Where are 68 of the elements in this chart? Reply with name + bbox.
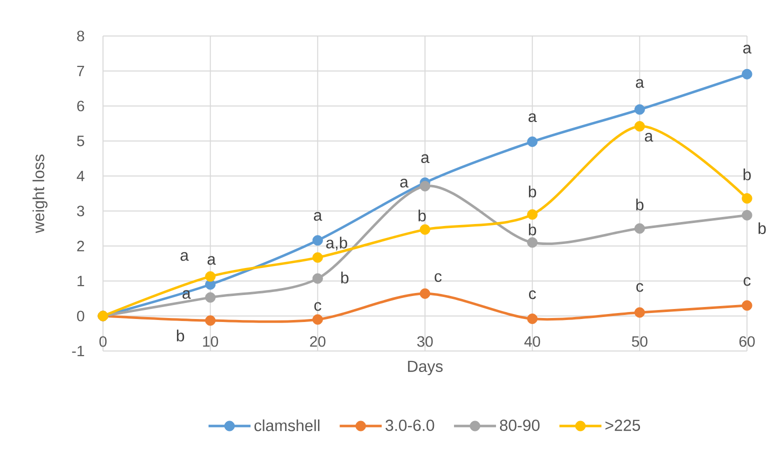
annotation: b — [528, 224, 536, 236]
legend-label: 80-90 — [500, 420, 540, 431]
point — [312, 252, 323, 263]
y-tick-label: 4 — [76, 170, 84, 182]
annotation: c — [314, 302, 322, 311]
annotation: b — [744, 168, 751, 180]
annotation: a — [421, 154, 430, 164]
point — [527, 136, 538, 147]
point — [527, 314, 538, 324]
point — [205, 292, 216, 303]
point — [634, 121, 645, 132]
point — [527, 209, 538, 220]
annotation: b — [636, 198, 644, 210]
point — [527, 237, 538, 248]
annotation: a — [636, 79, 644, 88]
annotation: a,b — [326, 236, 348, 250]
annotation: a — [208, 256, 216, 265]
y-tick-label: 1 — [78, 276, 84, 286]
y-tick-label: 8 — [77, 30, 84, 42]
y-tick-label: 3 — [77, 206, 84, 216]
annotation: b — [341, 272, 348, 284]
x-tick-label: 30 — [417, 336, 433, 347]
x-tick-label: 40 — [524, 336, 540, 347]
annotation: a — [528, 113, 537, 122]
y-tick-label: 6 — [77, 100, 84, 112]
annotation: b — [418, 210, 426, 222]
annotation: c — [434, 273, 442, 282]
legend-label: clamshell — [254, 419, 320, 432]
y-tick-label: -1 — [72, 346, 84, 356]
annotation: a — [180, 252, 189, 261]
point — [312, 235, 323, 246]
annotation: a — [400, 178, 408, 188]
y-tick-label: 5 — [77, 136, 84, 146]
point — [742, 300, 752, 311]
point — [312, 273, 323, 284]
annotation: a — [743, 44, 752, 54]
annotation: a — [314, 212, 322, 221]
x-tick-label: 20 — [310, 336, 326, 347]
x-tick-label: 0 — [99, 336, 107, 347]
point — [312, 314, 323, 325]
x-axis-title: Days — [408, 360, 443, 376]
x-tick-label: 10 — [203, 336, 218, 347]
x-tick-label: 50 — [632, 336, 648, 347]
point — [205, 315, 216, 326]
point — [634, 104, 645, 115]
y-tick-label: 0 — [77, 310, 84, 322]
annotation: c — [529, 290, 536, 300]
y-axis-title: weight loss — [32, 154, 48, 234]
point — [420, 288, 430, 299]
annotation: b — [758, 222, 766, 234]
point — [742, 68, 752, 80]
annotation: a — [644, 132, 654, 142]
point — [742, 210, 752, 220]
point — [205, 271, 216, 282]
point — [420, 180, 430, 192]
annotation: b — [528, 186, 536, 198]
annotation: c — [744, 277, 751, 286]
annotation: b — [176, 330, 184, 342]
legend-label: >225 — [605, 420, 640, 431]
annotation: c — [636, 283, 644, 292]
point — [634, 223, 645, 234]
y-tick-label: 7 — [77, 66, 84, 76]
point — [634, 307, 645, 318]
y-tick-label: 2 — [77, 240, 84, 252]
x-tick-label: 60 — [739, 336, 755, 347]
point — [742, 193, 752, 204]
legend-label: 3.0-6.0 — [386, 420, 434, 431]
point — [420, 224, 430, 235]
